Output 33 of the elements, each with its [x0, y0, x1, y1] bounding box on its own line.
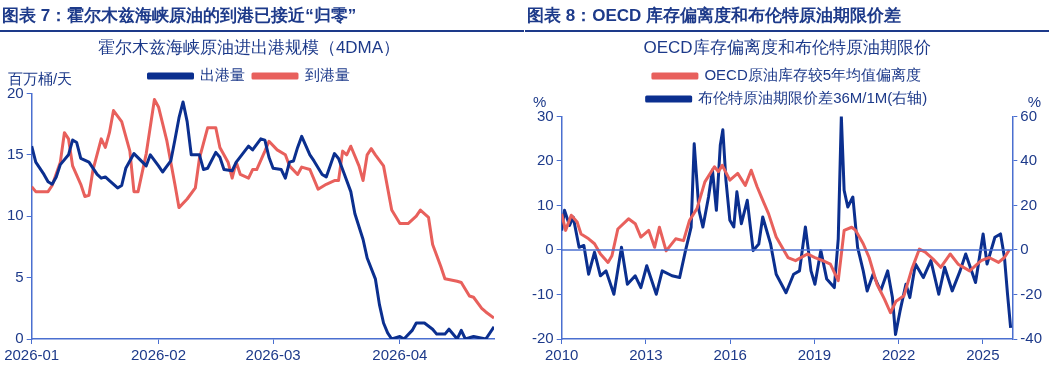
y2-tick-label: 20: [1020, 195, 1038, 213]
legend-label: OECD原油库存较5年均值偏离度: [704, 66, 922, 84]
y-tick-label: -10: [531, 284, 554, 302]
x-tick-label: 2016: [713, 346, 747, 364]
x-tick-label: 2026-01: [4, 346, 60, 364]
legend-label: 布伦特原油期限价差36M/1M(右轴): [698, 89, 928, 107]
y2-tick-label: -20: [1020, 284, 1043, 302]
y-tick-label: 15: [7, 144, 24, 162]
x-tick-label: 2022: [881, 346, 916, 364]
legend-label: 到港量: [304, 66, 350, 84]
x-tick-label: 2025: [966, 346, 1000, 364]
x-tick-label: 2026-03: [245, 346, 301, 364]
legend-label: 出港量: [200, 66, 245, 84]
x-tick-label: 2026-02: [130, 346, 187, 364]
y-axis-title: 百万桶/天: [8, 70, 73, 88]
y-tick-label: 10: [7, 206, 24, 224]
y-tick-label: 10: [536, 195, 554, 213]
chart-subtitle: OECD库存偏离度和布伦特原油期限价: [643, 37, 931, 57]
chart-title: 图表 7：霍尔木兹海峡原油的到港已接近“归零”: [0, 0, 524, 32]
y-tick-label: 5: [15, 267, 24, 285]
y-tick-label: 0: [15, 329, 24, 347]
x-tick-label: 2019: [797, 346, 832, 364]
x-tick-label: 2010: [544, 346, 579, 364]
chart-title: 图表 8：OECD 库存偏离度和布伦特原油期限价差: [525, 0, 1049, 32]
y-tick-label: 0: [545, 240, 554, 258]
x-tick-label: 2026-04: [372, 346, 428, 364]
y2-tick-label: 40: [1020, 151, 1038, 169]
chart-subtitle: 霍尔木兹海峡原油进出港规模（4DMA）: [97, 37, 401, 57]
x-tick-label: 2013: [629, 346, 663, 364]
y-tick-label: 20: [536, 151, 554, 169]
y2-tick-label: -40: [1020, 329, 1043, 347]
y2-tick-label: 0: [1020, 240, 1029, 258]
y-tick-label: -20: [531, 329, 554, 347]
